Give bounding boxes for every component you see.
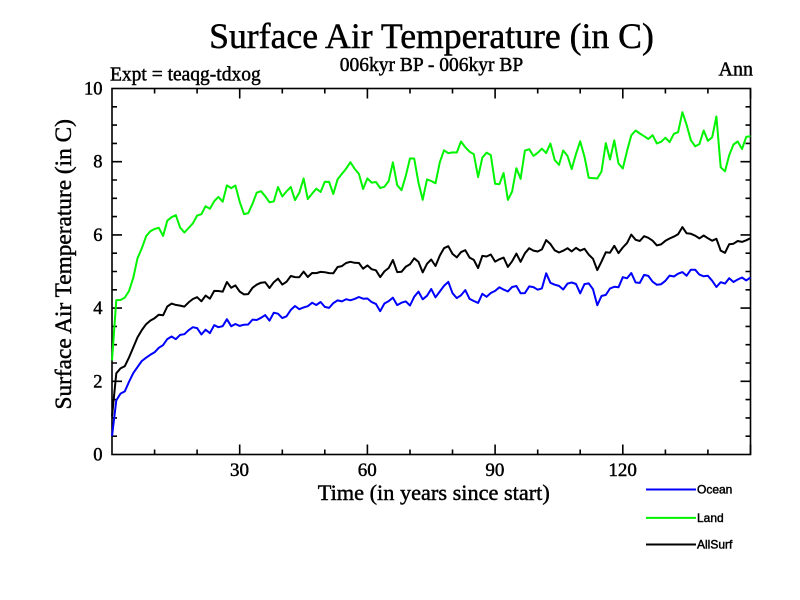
- svg-text:120: 120: [608, 460, 637, 481]
- svg-text:Surface Air Temperature (in C): Surface Air Temperature (in C): [209, 16, 654, 56]
- svg-text:8: 8: [93, 153, 102, 173]
- svg-text:60: 60: [358, 460, 377, 481]
- svg-text:Surface Air Temperature (in C): Surface Air Temperature (in C): [51, 119, 77, 409]
- svg-text:006kyr BP - 006kyr BP: 006kyr BP - 006kyr BP: [340, 55, 524, 76]
- svg-text:4: 4: [93, 299, 102, 319]
- svg-text:90: 90: [485, 460, 504, 481]
- svg-text:6: 6: [93, 226, 102, 246]
- svg-text:AllSurf: AllSurf: [697, 538, 733, 552]
- svg-text:Ocean: Ocean: [697, 483, 732, 497]
- svg-text:Ann: Ann: [719, 59, 753, 81]
- svg-text:Land: Land: [697, 511, 724, 525]
- svg-text:2: 2: [93, 372, 102, 392]
- svg-text:0: 0: [93, 446, 102, 466]
- svg-text:Time (in years since start): Time (in years since start): [318, 480, 550, 505]
- svg-text:30: 30: [230, 460, 249, 481]
- svg-text:10: 10: [84, 80, 103, 100]
- svg-text:Expt = teaqg-tdxog: Expt = teaqg-tdxog: [110, 65, 261, 86]
